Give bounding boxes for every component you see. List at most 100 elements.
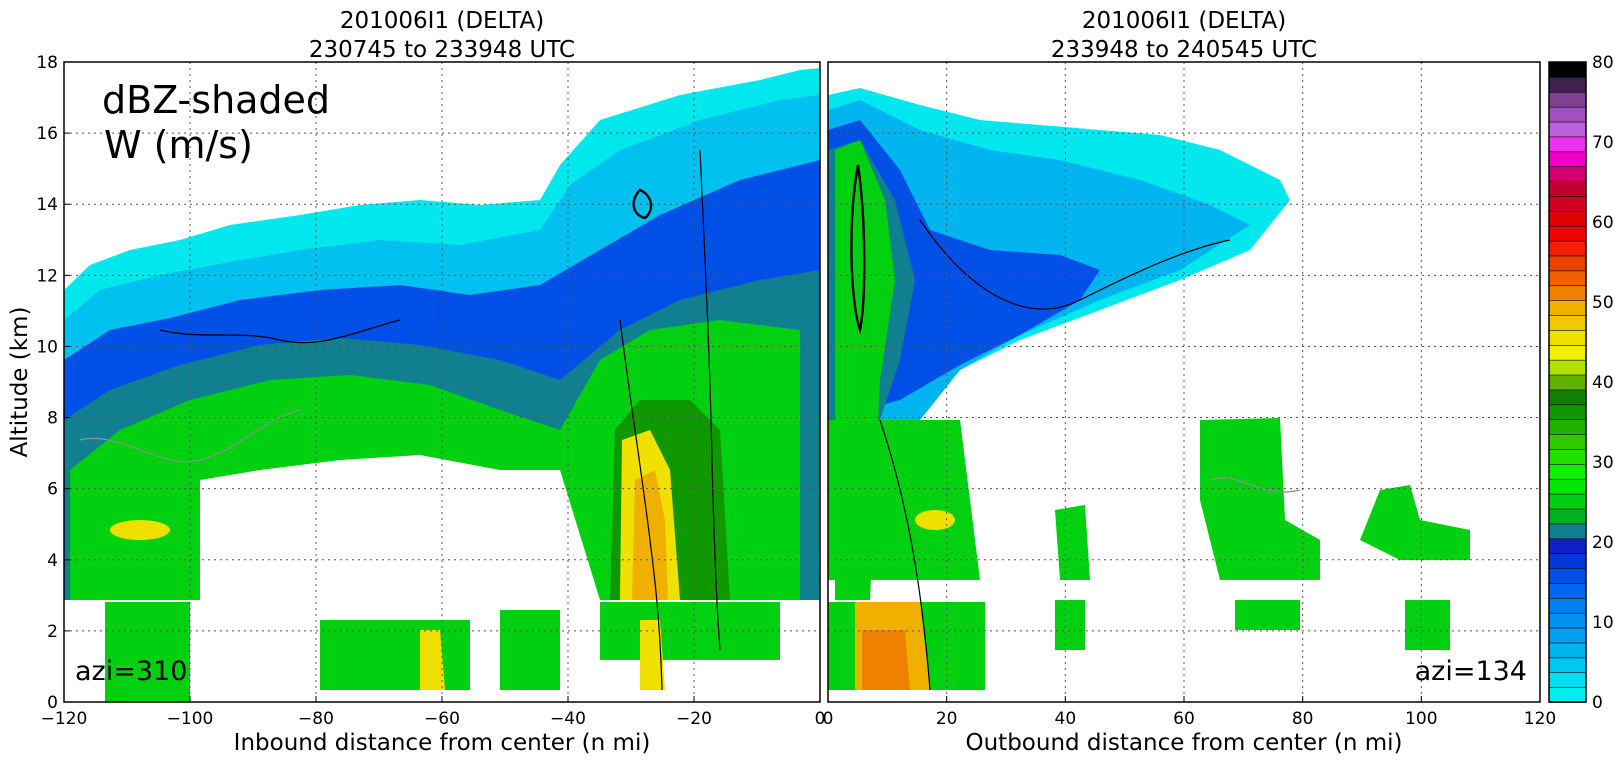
colorbar-levels [1548,61,1587,703]
right-x-tick-label: 20 [936,709,958,729]
y-tick-label: 12 [36,266,58,286]
colorbar: 0 10 20 30 40 50 60 70 80 [1548,53,1614,713]
colorbar-level [1548,225,1587,242]
right-cell-70 [1200,418,1320,580]
left-grid [64,62,820,702]
right-x-tick-label: 40 [1055,709,1077,729]
right-grid [828,62,1540,702]
left-x-tick-label: −120 [41,709,88,729]
left-x-tick-label: 0 [815,709,826,729]
right-x-tick-label: 80 [1292,709,1314,729]
colorbar-level [1548,76,1587,93]
colorbar-level [1548,389,1587,406]
colorbar-level [1548,537,1587,554]
colorbar-level [1548,433,1587,450]
right-x-tick-label: 0 [823,709,834,729]
colorbar-level [1548,508,1587,525]
colorbar-ticks: 0 10 20 30 40 50 60 70 80 [1592,53,1614,713]
colorbar-level [1548,136,1587,153]
colorbar-level [1548,374,1587,391]
colorbar-level [1548,463,1587,480]
left-chart-title: 201006I1 (DELTA) [340,8,544,34]
right-contour-3 [879,419,931,691]
right-contour-2 [919,219,1231,310]
right-x-tick-label: 100 [1405,709,1437,729]
colorbar-level [1548,418,1587,435]
colorbar-level [1548,61,1587,78]
right-lower-core-inner [862,630,910,690]
colorbar-level [1548,270,1587,287]
colorbar-tick-label: 20 [1592,533,1614,553]
colorbar-level [1548,627,1587,644]
y-tick-label: 6 [47,480,58,500]
y-tick-label: 18 [36,53,58,73]
left-x-tick-label: −80 [298,709,334,729]
colorbar-tick-label: 70 [1592,133,1614,153]
colorbar-level [1548,493,1587,510]
left-y-ticks: 0 2 4 6 8 10 12 14 16 18 [36,53,70,713]
left-contour-3 [632,188,653,220]
colorbar-level [1548,195,1587,212]
left-x-axis-label: Inbound distance from center (n mi) [234,730,651,756]
left-core-orange [632,470,668,600]
left-x-tick-label: −100 [167,709,214,729]
left-x-ticks: −120 −100 −80 −60 −40 −20 0 [41,696,826,729]
left-bright-band-blob [110,520,170,540]
y-axis-label: Altitude (km) [7,307,33,458]
y-tick-label: 2 [47,622,58,642]
right-panel: 0 20 40 60 80 100 120 201006I1 (DELTA) 233948 … [823,8,1557,756]
colorbar-level [1548,151,1587,167]
left-x-tick-label: −20 [676,709,712,729]
left-contour-2 [699,149,721,651]
right-bright-band-blob [915,510,955,530]
left-contour-4 [79,409,301,463]
colorbar-tick-label: 40 [1592,373,1614,393]
colorbar-level [1548,478,1587,495]
right-x-tick-label: 120 [1524,709,1556,729]
colorbar-level [1548,255,1587,272]
colorbar-level [1548,612,1587,629]
right-cell-42 [1055,505,1090,580]
colorbar-level [1548,240,1587,257]
left-x-tick-label: −40 [550,709,586,729]
y-tick-label: 10 [36,337,58,357]
colorbar-level [1548,567,1587,584]
colorbar-level [1548,329,1587,346]
right-contour-4 [1209,477,1301,493]
colorbar-level [1548,106,1587,123]
colorbar-level [1548,582,1587,599]
colorbar-level [1548,448,1587,465]
colorbar-level [1548,91,1587,108]
left-lower-core [420,620,665,690]
colorbar-level [1548,404,1587,421]
y-tick-label: 0 [47,693,58,713]
right-echo-green-mid [828,420,980,580]
right-x-tick-label: 60 [1173,709,1195,729]
y-tick-label: 4 [47,551,58,571]
annotation-azi-right: azi=134 [1415,656,1527,687]
annotation-azi-left: azi=310 [75,656,187,687]
colorbar-level [1548,657,1587,674]
right-x-ticks: 0 20 40 60 80 100 120 [823,696,1556,729]
left-contour-5 [159,319,401,344]
colorbar-tick-label: 50 [1592,293,1614,313]
colorbar-level [1548,344,1587,361]
colorbar-tick-label: 30 [1592,453,1614,473]
left-contour-1 [619,319,663,691]
colorbar-level [1548,210,1587,227]
left-panel: −120 −100 −80 −60 −40 −20 0 0 2 4 6 8 10 12 14 16 18 20… [7,8,825,756]
left-reflectivity-field [64,68,820,702]
right-x-axis-label: Outbound distance from center (n mi) [966,730,1403,756]
right-contour-1 [850,164,866,335]
colorbar-tick-label: 80 [1592,53,1614,73]
colorbar-level [1548,314,1587,331]
colorbar-level [1548,642,1587,659]
colorbar-level [1548,299,1587,316]
colorbar-level [1548,180,1587,197]
annotation-dbz-shaded: dBZ-shaded [102,78,330,122]
colorbar-tick-label: 0 [1592,693,1603,713]
colorbar-level [1548,523,1587,540]
colorbar-tick-label: 60 [1592,213,1614,233]
colorbar-level [1548,121,1587,138]
left-x-tick-label: −60 [424,709,460,729]
